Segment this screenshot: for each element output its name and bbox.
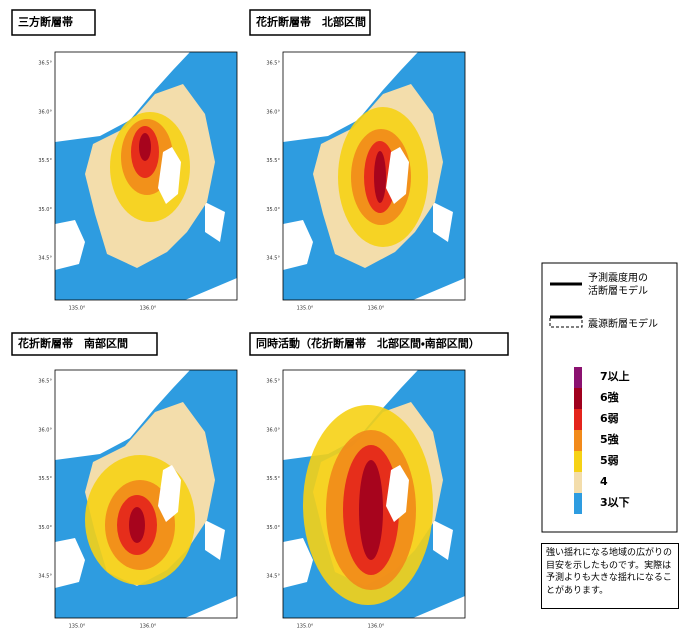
map: 36.5° 36.0° 35.5° 35.0° 34.5° 135.0° 136.0° xyxy=(38,51,238,312)
panel-title: 花折断層帯 南部区間 xyxy=(17,336,128,350)
y-tick-label: 35.0° xyxy=(266,525,280,531)
intensity-zone xyxy=(139,133,151,161)
intensity-zone xyxy=(374,151,386,203)
frame xyxy=(54,369,238,619)
scale-label: 7以上 xyxy=(600,369,630,383)
scale-label: 6弱 xyxy=(600,412,619,425)
legend-label: 活断層モデル xyxy=(588,284,648,297)
sea xyxy=(55,52,190,142)
x-tick-label: 135.0° xyxy=(297,624,314,630)
title-box xyxy=(11,332,158,356)
panel-title: 同時活動（花折断層帯 北部区間・南部区間） xyxy=(256,336,480,350)
lake xyxy=(386,465,409,522)
sea xyxy=(185,278,237,300)
y-tick-label: 36.5° xyxy=(38,379,52,385)
scale-label: 3以下 xyxy=(600,496,630,509)
legend-label: 予測震度用の xyxy=(588,271,648,284)
y-tick-label: 36.0° xyxy=(266,109,280,115)
y-tick-label: 35.0° xyxy=(38,207,52,213)
sea xyxy=(283,538,313,588)
scale-label: 5弱 xyxy=(600,454,619,467)
map-body xyxy=(283,370,465,618)
frame xyxy=(54,51,238,301)
intensity-zone xyxy=(129,507,145,543)
scale-swatch xyxy=(574,493,582,514)
scale-label: 6強 xyxy=(600,390,620,404)
y-tick-label: 36.5° xyxy=(38,61,52,67)
y-tick-label: 36.5° xyxy=(266,379,280,385)
x-tick-label: 136.0° xyxy=(140,624,157,630)
x-tick-label: 136.0° xyxy=(368,306,385,312)
lake xyxy=(386,147,409,204)
y-tick-label: 36.0° xyxy=(38,427,52,433)
scale-swatch xyxy=(574,451,582,472)
map: 36.5° 36.0° 35.5° 35.0° 34.5° 135.0° 136.0° xyxy=(38,369,238,630)
sea xyxy=(433,520,453,560)
scale-swatch xyxy=(574,430,582,451)
y-tick-label: 35.5° xyxy=(38,158,52,164)
frame xyxy=(282,51,466,301)
sea xyxy=(55,220,85,270)
sea xyxy=(413,278,465,300)
scale-swatch xyxy=(574,367,582,388)
sea xyxy=(283,52,418,142)
panel-title: 三方断層帯 xyxy=(18,15,73,29)
sea xyxy=(205,202,225,242)
x-tick-label: 135.0° xyxy=(69,624,86,630)
map-body xyxy=(55,370,237,618)
y-tick-label: 35.5° xyxy=(266,476,280,482)
legend-label: 震源断層モデル xyxy=(588,317,658,330)
y-tick-label: 34.5° xyxy=(38,574,52,580)
sea xyxy=(205,520,225,560)
scale-swatch xyxy=(574,472,582,493)
x-tick-label: 136.0° xyxy=(368,624,385,630)
map: 36.5° 36.0° 35.5° 35.0° 34.5° 135.0° 136.0° xyxy=(266,51,466,312)
legend-box xyxy=(541,262,678,533)
scale-label: 5強 xyxy=(600,432,620,446)
note: 強い揺れになる地域の広がりの目安を示したものです。実際は予測よりも大きな揺れにな… xyxy=(541,543,679,609)
map-body xyxy=(55,52,237,300)
sea xyxy=(283,220,313,270)
map: 36.5° 36.0° 35.5° 35.0° 34.5° 135.0° 136.0° xyxy=(266,369,466,630)
y-tick-label: 34.5° xyxy=(38,256,52,262)
y-tick-label: 35.5° xyxy=(38,476,52,482)
sea xyxy=(185,596,237,618)
y-tick-label: 34.5° xyxy=(266,574,280,580)
scale-swatch xyxy=(574,388,582,409)
lake xyxy=(158,465,181,522)
y-tick-label: 35.0° xyxy=(38,525,52,531)
y-tick-label: 35.0° xyxy=(266,207,280,213)
map-body xyxy=(283,52,465,300)
scale-label: 4 xyxy=(600,475,608,488)
sea xyxy=(55,370,190,460)
frame xyxy=(282,369,466,619)
title-box xyxy=(249,332,509,356)
title-box xyxy=(11,9,96,36)
sea xyxy=(55,538,85,588)
title-box xyxy=(249,9,371,36)
sea xyxy=(433,202,453,242)
x-tick-label: 136.0° xyxy=(140,306,157,312)
intensity-zone xyxy=(359,460,383,560)
x-tick-label: 135.0° xyxy=(69,306,86,312)
y-tick-label: 36.0° xyxy=(38,109,52,115)
y-tick-label: 35.5° xyxy=(266,158,280,164)
x-tick-label: 135.0° xyxy=(297,306,314,312)
lake xyxy=(158,147,181,204)
y-tick-label: 36.5° xyxy=(266,61,280,67)
y-tick-label: 36.0° xyxy=(266,427,280,433)
scale-swatch xyxy=(574,409,582,430)
sea xyxy=(413,596,465,618)
y-tick-label: 34.5° xyxy=(266,256,280,262)
panel-title: 花折断層帯 北部区間 xyxy=(255,15,366,29)
